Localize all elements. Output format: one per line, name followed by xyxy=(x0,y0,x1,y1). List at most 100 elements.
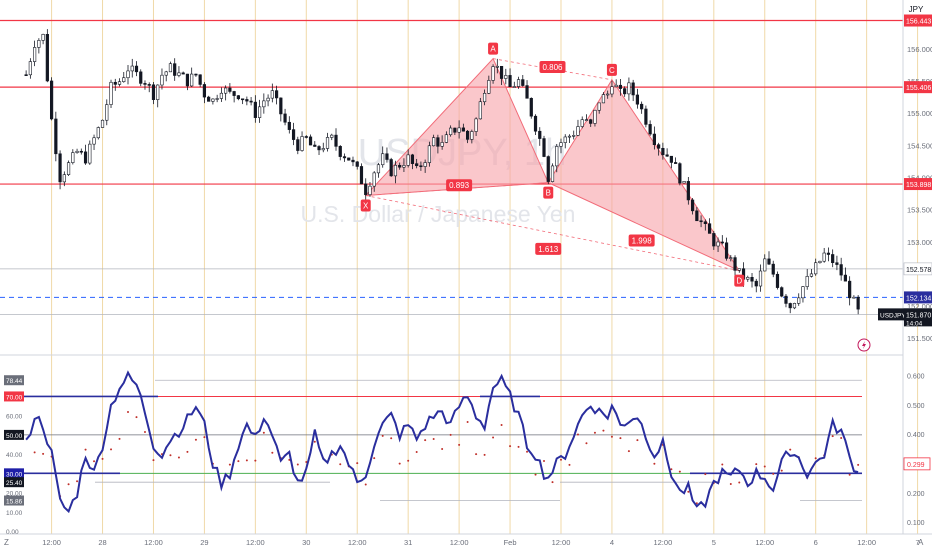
candle-body xyxy=(809,273,814,277)
harmonic-ratio-tag xyxy=(628,234,655,247)
osc-left-badge-text: 78.44 xyxy=(6,378,23,385)
candle-body xyxy=(156,84,160,100)
candle-body xyxy=(198,74,202,85)
osc-dot xyxy=(543,460,546,463)
harmonic-ratio-label: 0.893 xyxy=(449,181,470,190)
candle-body xyxy=(126,70,130,79)
candle-body xyxy=(712,233,716,247)
candle-body xyxy=(788,303,792,309)
osc-dot xyxy=(653,462,656,465)
candle-body xyxy=(427,145,431,163)
time-tick-label: 12:00 xyxy=(755,538,774,547)
osc-left-tick: 40.00 xyxy=(6,452,23,459)
candle-body xyxy=(695,210,699,222)
candle-body xyxy=(92,137,96,145)
candle-body xyxy=(317,146,321,151)
candle-body xyxy=(257,106,262,118)
candle-body xyxy=(96,127,100,139)
symbol-badge[interactable]: JPY xyxy=(909,5,924,14)
candle-body xyxy=(550,165,555,182)
price-tick-label: 153.000 xyxy=(907,238,932,247)
harmonic-point-label: B xyxy=(546,189,551,198)
candle-body xyxy=(385,153,389,160)
candle-body xyxy=(461,127,465,132)
price-pane[interactable]: USDJPY, 1h U.S. Dollar / Japanese Yen XA… xyxy=(0,19,903,315)
price-tick-label: 154.500 xyxy=(907,141,932,150)
osc-dot xyxy=(398,462,401,465)
time-tick-label: 12:00 xyxy=(450,538,469,547)
candle-body xyxy=(627,82,631,95)
osc-right-tick: 0.200 xyxy=(907,491,925,498)
candle-body xyxy=(589,119,593,124)
candle-body xyxy=(207,96,211,102)
candle-body xyxy=(758,270,763,287)
candle-body xyxy=(79,150,83,153)
osc-dot xyxy=(424,439,427,442)
osc-dot xyxy=(415,451,418,454)
osc-dot xyxy=(729,482,732,485)
price-axis[interactable]: 156.000155.500155.000154.500154.000153.5… xyxy=(878,14,932,344)
time-tick-label: 12:00 xyxy=(42,538,61,547)
auto-scale-toggle[interactable]: A xyxy=(918,538,924,547)
price-tick-label: 155.000 xyxy=(907,109,932,118)
harmonic-point-label: X xyxy=(363,201,369,210)
osc-dot xyxy=(627,450,630,453)
candle-body xyxy=(699,220,703,223)
candle-body xyxy=(100,119,105,128)
osc-left-badge xyxy=(4,391,24,402)
candle-body xyxy=(279,97,283,115)
candle-body xyxy=(720,241,724,244)
osc-dot xyxy=(381,434,384,437)
candle-body xyxy=(296,139,300,151)
osc-dot xyxy=(449,433,452,436)
candle-body xyxy=(453,127,457,133)
candle-body xyxy=(304,136,308,138)
time-tick-label: 12:00 xyxy=(552,538,571,547)
oscillator-pane[interactable] xyxy=(24,370,862,514)
osc-dot xyxy=(407,459,410,462)
osc-dot xyxy=(42,452,45,455)
osc-dot xyxy=(517,445,520,448)
candle-body xyxy=(173,63,177,76)
candle-body xyxy=(763,258,767,272)
lightning-icon[interactable] xyxy=(857,338,871,352)
candle-body xyxy=(674,162,678,164)
osc-dot xyxy=(678,470,681,473)
candle-body xyxy=(436,137,440,147)
candle-body xyxy=(410,154,415,164)
price-tick-label: 154.000 xyxy=(907,174,932,183)
osc-dot xyxy=(33,451,36,454)
candle-body xyxy=(784,295,788,304)
time-axis-left-glyph[interactable]: Z xyxy=(4,538,9,547)
osc-dot xyxy=(271,451,274,454)
candle-body xyxy=(134,65,139,73)
candle-body xyxy=(848,280,852,299)
osc-dot xyxy=(466,420,469,423)
candle-body xyxy=(449,127,453,136)
time-tick-label: 7 xyxy=(915,538,919,547)
symbol-badge-bg[interactable] xyxy=(904,0,932,16)
osc-right-tick: 0.400 xyxy=(907,432,925,439)
time-axis[interactable]: 12:00 28 12:00 29 12:00 30 12:00 31 12:00 Feb 12:0… xyxy=(42,538,919,547)
time-tick-label: 28 xyxy=(98,538,106,547)
osc-dot xyxy=(610,435,613,438)
osc-left-tick: 10.00 xyxy=(6,510,23,517)
osc-right-badge xyxy=(903,457,931,471)
time-tick-label: 5 xyxy=(712,538,716,547)
candle-body xyxy=(567,135,572,138)
candle-body xyxy=(533,115,538,132)
candle-body xyxy=(245,99,249,102)
candle-body xyxy=(351,159,355,163)
candle-body xyxy=(164,71,168,76)
osc-dot xyxy=(475,453,478,456)
candle-body xyxy=(610,86,614,95)
candle-body xyxy=(703,221,707,225)
candle-body xyxy=(440,142,444,147)
osc-left-badge xyxy=(4,477,24,488)
candle-body xyxy=(572,135,576,137)
candle-body xyxy=(181,72,185,75)
osc-left-badge xyxy=(4,375,24,386)
osc-dot xyxy=(602,429,605,432)
candle-body xyxy=(113,81,117,85)
